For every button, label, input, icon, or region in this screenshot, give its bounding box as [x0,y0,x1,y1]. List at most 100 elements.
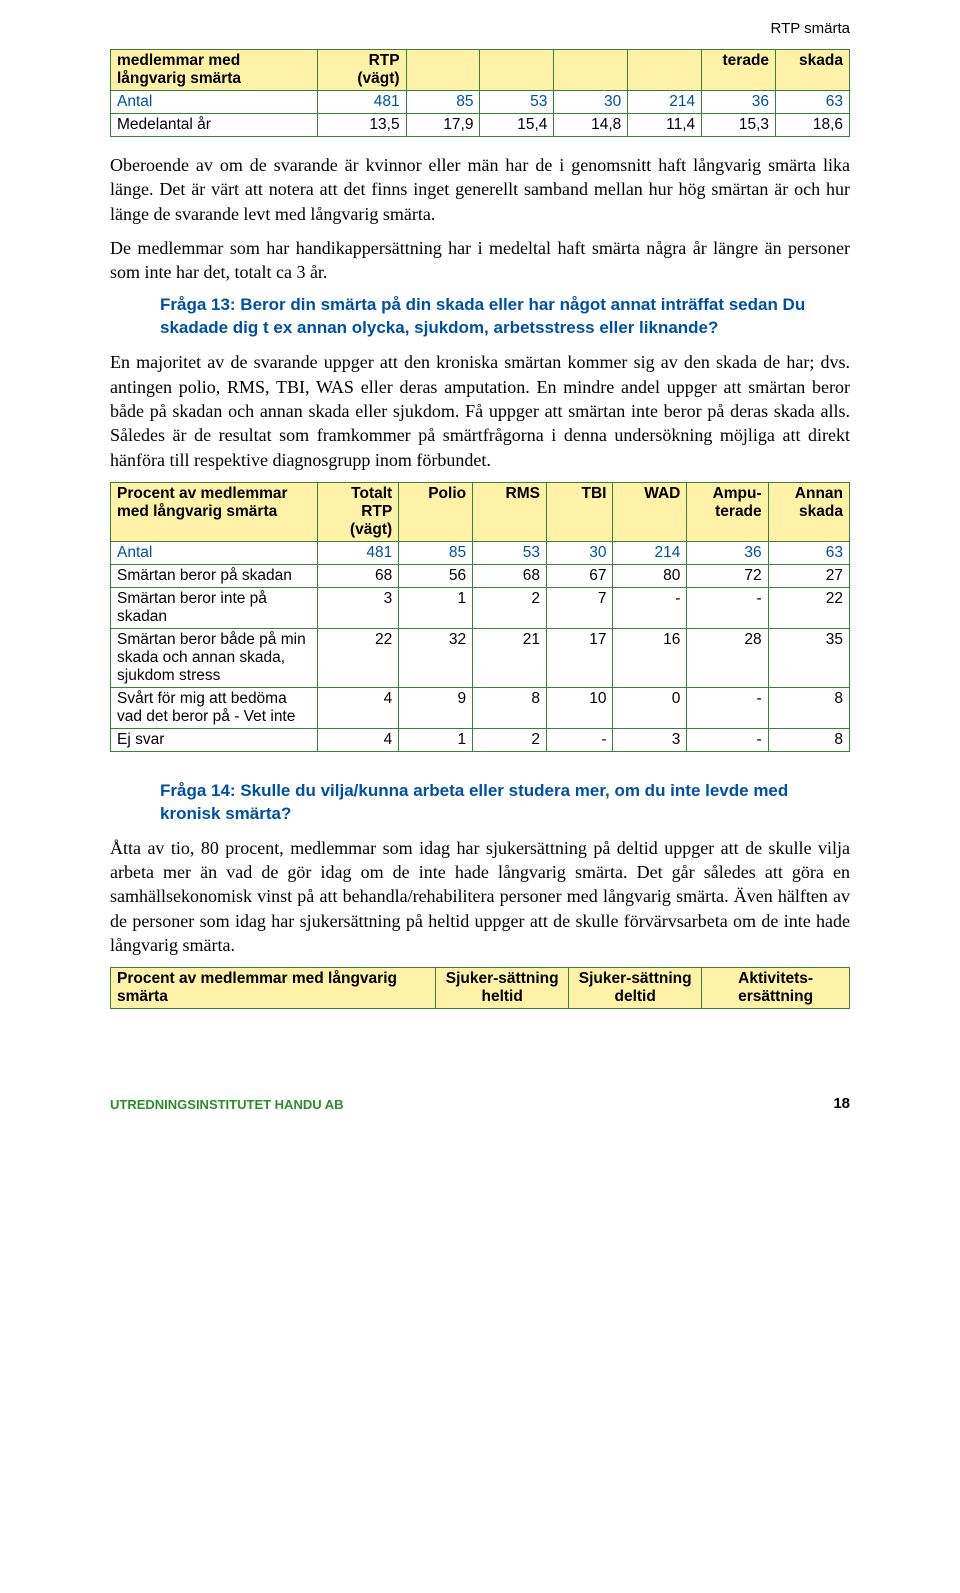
document-page: RTP smärta medlemmar med långvarig smärt… [0,0,960,1132]
table-cell: 85 [406,91,480,114]
table-cell: 21 [473,628,547,687]
table-cell: 28 [687,628,768,687]
page-footer: UTREDNINGSINSTITUTET HANDU AB 18 [110,1025,850,1112]
table-header-cell: RMS [473,482,547,541]
table-cell: - [687,728,768,751]
table-cell: 67 [546,564,613,587]
paragraph-3: En majoritet av de svarande uppger att d… [110,350,850,471]
table-row: Svårt för mig att bedöma vad det beror p… [111,687,850,728]
paragraph-1: Oberoende av om de svarande är kvinnor e… [110,153,850,226]
row-label: Smärtan beror på skadan [111,564,318,587]
table-row: Smärtan beror på skadan68566867807227 [111,564,850,587]
row-label: Antal [111,91,318,114]
table-header-cell: Aktivitets-ersättning [702,968,850,1009]
table-header-cell: Totalt RTP (vägt) [317,482,398,541]
table-cell: - [687,687,768,728]
table-cell: 17,9 [406,114,480,137]
table-cell: 1 [399,728,473,751]
table-header-cell [554,50,628,91]
table-cell: 53 [473,541,547,564]
table-header-cell [628,50,702,91]
paragraph-2: De medlemmar som har handikappersättning… [110,236,850,285]
table-header-cell: Procent av medlemmar med långvarig smärt… [111,482,318,541]
table-cell: 13,5 [317,114,406,137]
table-header-cell: terade [702,50,776,91]
table-header-cell: WAD [613,482,687,541]
table-cell: 0 [613,687,687,728]
table-cell: - [546,728,613,751]
table-cell: 63 [768,541,849,564]
table-cell: 68 [473,564,547,587]
table-cell: 9 [399,687,473,728]
question-13: Fråga 13: Beror din smärta på din skada … [160,294,850,340]
table-row: Smärtan beror både på min skada och anna… [111,628,850,687]
table-cell: 27 [768,564,849,587]
table-cell: 56 [399,564,473,587]
table-cell: 1 [399,587,473,628]
table-header-cell: Sjuker-sättning heltid [436,968,569,1009]
table-cell: 214 [613,541,687,564]
table-cell: 3 [613,728,687,751]
table-2: Procent av medlemmar med långvarig smärt… [110,482,850,752]
row-label: Smärtan beror både på min skada och anna… [111,628,318,687]
table-cell: 4 [317,687,398,728]
table-cell: 32 [399,628,473,687]
table-cell: 3 [317,587,398,628]
table-cell: 481 [317,541,398,564]
table-cell: 4 [317,728,398,751]
question-14: Fråga 14: Skulle du vilja/kunna arbeta e… [160,780,850,826]
row-label: Ej svar [111,728,318,751]
table-cell: 22 [317,628,398,687]
table-row: Antal4818553302143663 [111,541,850,564]
table-row: Ej svar412-3-8 [111,728,850,751]
page-header-right: RTP smärta [110,20,850,37]
table-cell: 68 [317,564,398,587]
table-row: Antal4818553302143663 [111,91,850,114]
table-row: Medelantal år13,517,915,414,811,415,318,… [111,114,850,137]
table-header-cell [480,50,554,91]
row-label: Svårt för mig att bedöma vad det beror p… [111,687,318,728]
table-cell: 30 [554,91,628,114]
table-cell: 63 [776,91,850,114]
table-header-cell: RTP (vägt) [317,50,406,91]
table-header-cell: Procent av medlemmar med långvarig smärt… [111,968,436,1009]
table-cell: 80 [613,564,687,587]
table-cell: 2 [473,587,547,628]
table-header-cell: medlemmar med långvarig smärta [111,50,318,91]
table-cell: 17 [546,628,613,687]
table-cell: 11,4 [628,114,702,137]
table-cell: 15,4 [480,114,554,137]
table-1: medlemmar med långvarig smärtaRTP (vägt)… [110,49,850,137]
table-cell: - [687,587,768,628]
table-cell: 8 [473,687,547,728]
table-cell: 85 [399,541,473,564]
table-row: Smärtan beror inte på skadan3127--22 [111,587,850,628]
row-label: Antal [111,541,318,564]
table-cell: 35 [768,628,849,687]
table-cell: 8 [768,728,849,751]
footer-left: UTREDNINGSINSTITUTET HANDU AB [110,1097,344,1112]
table-cell: 214 [628,91,702,114]
table-cell: 7 [546,587,613,628]
table-cell: 16 [613,628,687,687]
table-header-cell: Sjuker-sättning deltid [569,968,702,1009]
table-cell: 22 [768,587,849,628]
table-header-cell: skada [776,50,850,91]
page-number: 18 [833,1095,850,1112]
table-cell: 15,3 [702,114,776,137]
table-3: Procent av medlemmar med långvarig smärt… [110,967,850,1009]
table-cell: 481 [317,91,406,114]
table-cell: 72 [687,564,768,587]
table-cell: 8 [768,687,849,728]
paragraph-4: Åtta av tio, 80 procent, medlemmar som i… [110,836,850,957]
table-cell: 10 [546,687,613,728]
table-header-cell [406,50,480,91]
table-cell: 30 [546,541,613,564]
table-cell: 14,8 [554,114,628,137]
table-cell: 18,6 [776,114,850,137]
table-cell: 36 [687,541,768,564]
row-label: Smärtan beror inte på skadan [111,587,318,628]
table-cell: 53 [480,91,554,114]
row-label: Medelantal år [111,114,318,137]
table-header-cell: TBI [546,482,613,541]
